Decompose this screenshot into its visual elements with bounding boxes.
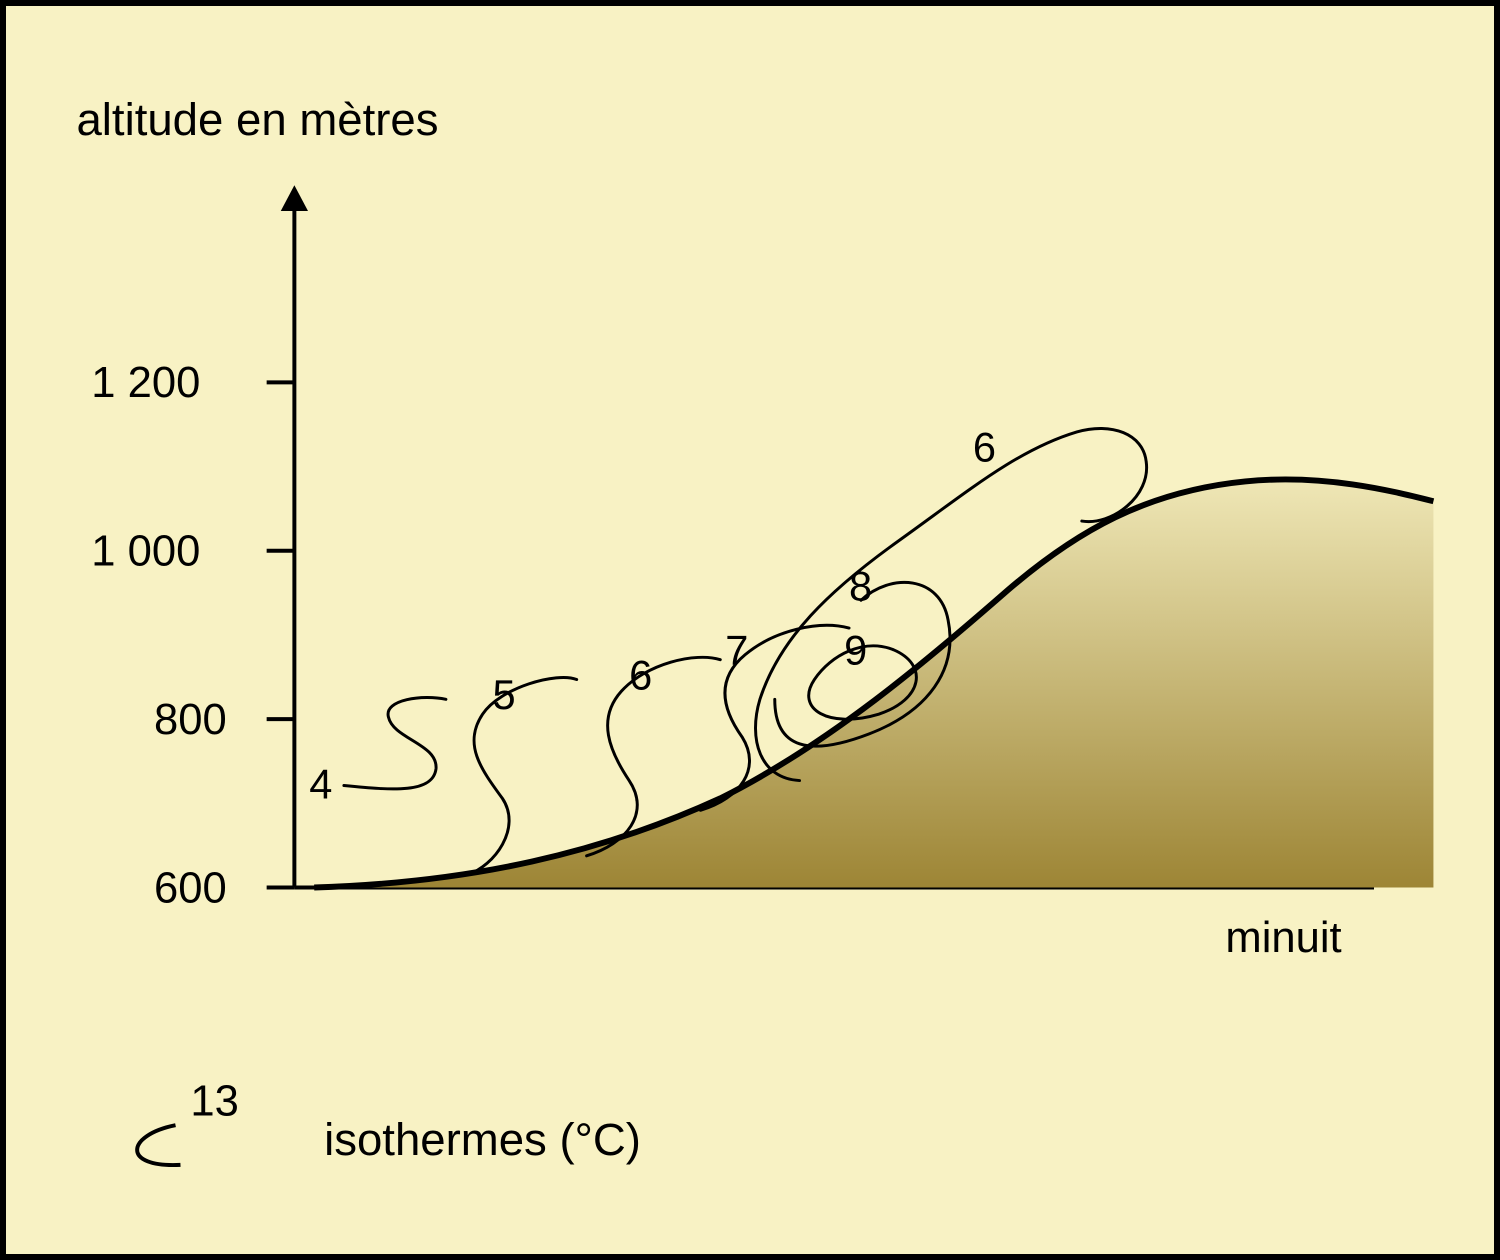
legend-text: isothermes (°C) [324,1114,641,1165]
legend: 13 isothermes (°C) [137,1077,641,1165]
isotherm-label: 4 [309,760,332,807]
isotherm-label: 7 [725,627,748,674]
isotherm-label: 5 [492,671,515,718]
y-axis-ticks: 600 800 1 000 1 200 [91,359,294,912]
y-tick-label: 1 200 [91,359,200,407]
isotherm-line [468,677,577,874]
diagram-svg: altitude en mètres 600 800 1 000 1 200 4 5 6 7… [6,6,1494,1254]
legend-isotherm-icon [137,1125,180,1165]
y-tick-label: 800 [154,696,227,744]
y-tick-label: 600 [154,864,227,912]
y-axis-title: altitude en mètres [76,94,438,145]
isotherm-label: 6 [973,424,996,471]
isotherm-label: 9 [844,627,867,674]
x-axis-label: minuit [1225,914,1341,962]
terrain-fill [314,479,1433,887]
legend-value: 13 [190,1077,238,1125]
isotherm-label: 6 [629,651,652,698]
isotherm-line [344,698,446,789]
y-tick-label: 1 000 [91,528,200,576]
diagram-frame: altitude en mètres 600 800 1 000 1 200 4 5 6 7… [0,0,1500,1260]
